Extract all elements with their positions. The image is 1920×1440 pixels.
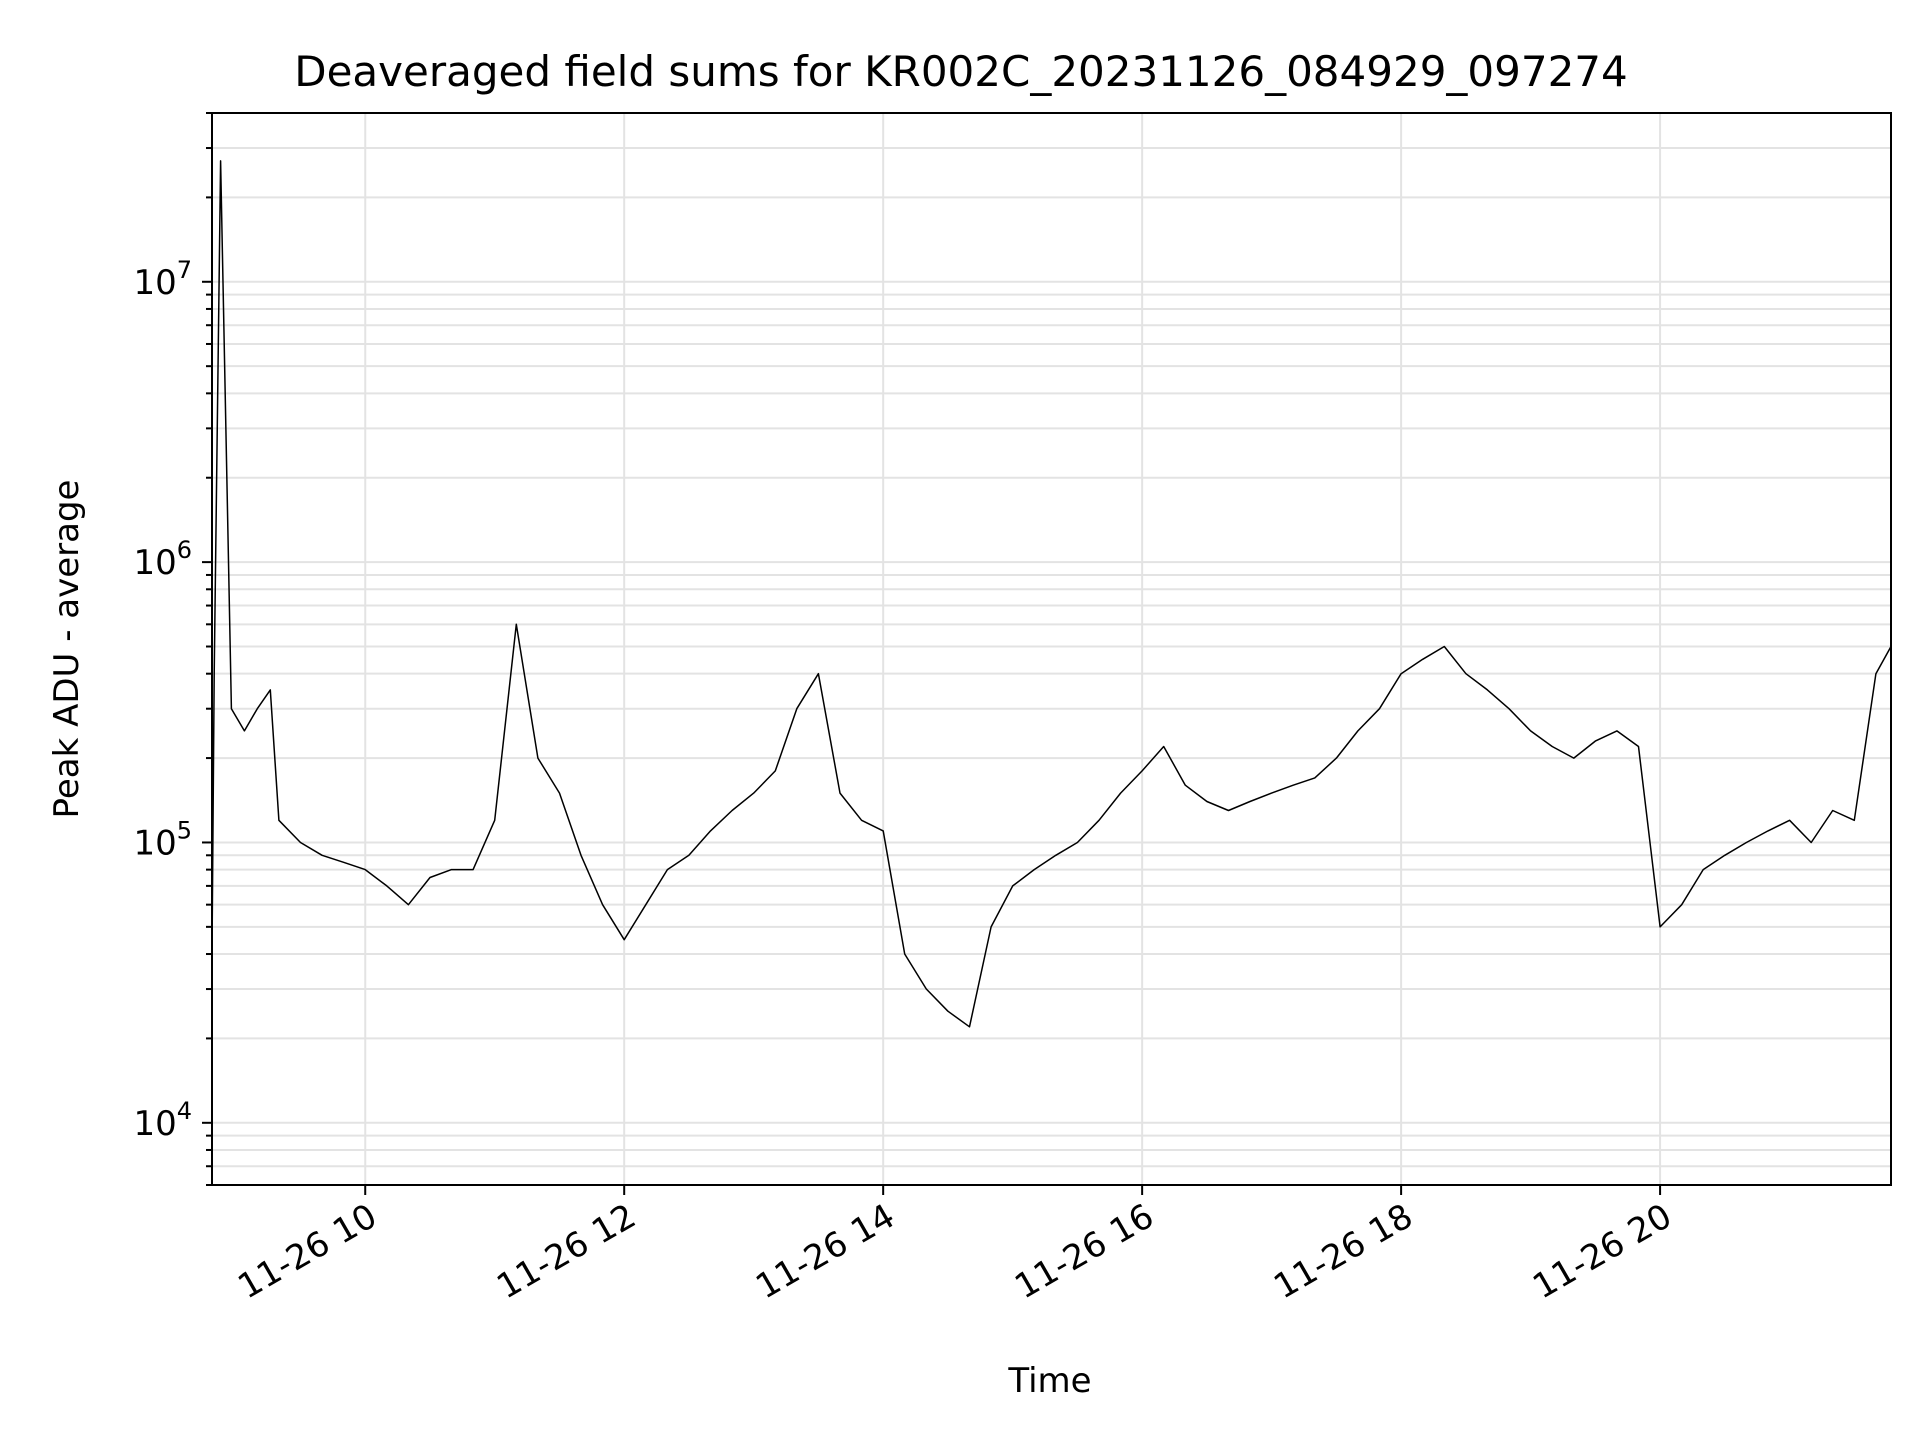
plot-frame (211, 112, 1892, 1186)
y-axis-label: Peak ADU - average (47, 480, 87, 819)
y-tick-exponent: 4 (177, 1097, 192, 1125)
x-axis-label: Time (1007, 1361, 1091, 1401)
chart-title: Deaveraged field sums for KR002C_2023112… (294, 47, 1628, 96)
y-tick-exponent: 7 (177, 256, 192, 284)
y-tick-label: 105 (133, 816, 192, 863)
y-tick-exponent: 6 (177, 536, 192, 564)
y-tick-base: 10 (133, 1104, 176, 1144)
y-tick-base: 10 (133, 823, 176, 863)
y-tick-label: 107 (133, 256, 192, 303)
plot-area (211, 160, 1892, 1028)
y-tick-base: 10 (133, 543, 176, 583)
y-tick-exponent: 5 (177, 816, 192, 844)
y-tick-base: 10 (133, 263, 176, 303)
y-tick-label: 106 (133, 536, 192, 583)
series-line (211, 160, 1892, 1028)
y-tick-label: 104 (133, 1097, 192, 1144)
